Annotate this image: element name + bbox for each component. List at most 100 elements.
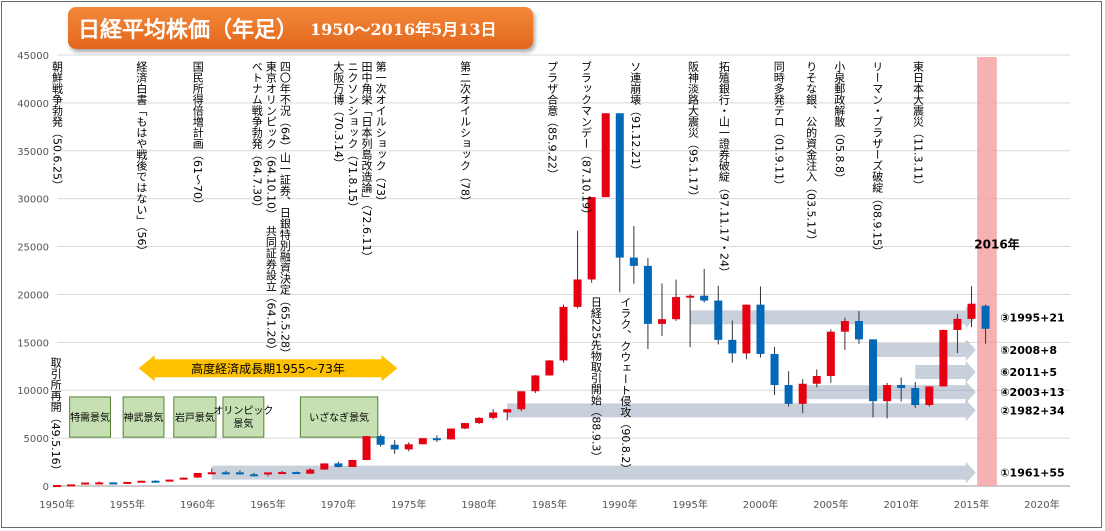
event-label: ソ連崩壊（91.12.21） xyxy=(629,61,642,176)
event-label: 経済白書「もはや戦後ではない」（56） xyxy=(135,61,148,257)
candle-body xyxy=(418,438,427,445)
candle-body xyxy=(461,423,470,429)
event-label: 第二次オイルショック（78） xyxy=(459,60,472,207)
boom-label: いざなぎ景気 xyxy=(309,411,369,424)
candle-body xyxy=(446,428,455,440)
event-label: ベトナム戦争勃発（64.7.30） xyxy=(250,61,263,213)
candle-body xyxy=(826,331,835,376)
event-label: 国民所得倍増計画（61～70） xyxy=(191,61,204,210)
y-tick-label: 5000 xyxy=(24,434,49,445)
candle-body xyxy=(854,321,863,340)
candle-body xyxy=(517,391,526,410)
range-arrow xyxy=(507,399,976,422)
candle-body xyxy=(897,384,906,389)
candle-body xyxy=(320,463,329,470)
event-label: 取引所再開（49.5.16） xyxy=(49,356,62,475)
range-arrow-label: ③1995+21 xyxy=(1000,311,1064,324)
candle-body xyxy=(306,469,315,474)
event-label: 阪神淡路大震災（95.1.17） xyxy=(686,60,699,202)
candle-body xyxy=(123,481,132,484)
range-arrow-label: ⑥2011+5 xyxy=(1000,366,1057,379)
candle-body xyxy=(967,303,976,319)
candle-body xyxy=(109,482,118,485)
y-tick-label: 20000 xyxy=(17,290,49,301)
highlight-label: 2016年 xyxy=(974,236,1019,251)
boom-label: 神武景気 xyxy=(124,411,164,424)
candle-body xyxy=(95,482,104,485)
title-banner: 日経平均株価（年足） 1950～2016年5月13日 xyxy=(68,7,533,49)
boom-label: 特需景気 xyxy=(70,411,110,424)
candle-body xyxy=(432,438,441,441)
candle-body xyxy=(643,265,652,324)
boom-box xyxy=(69,396,111,438)
candle-body xyxy=(939,329,948,387)
candle-body xyxy=(235,472,244,475)
boom-label: オリンピック景気 xyxy=(213,405,273,430)
candle-body xyxy=(742,304,751,354)
highlight-band xyxy=(977,57,997,486)
x-tick-label: 2005年 xyxy=(813,498,848,511)
candle-body xyxy=(728,339,737,354)
y-tick-label: 15000 xyxy=(17,338,49,349)
candle-body xyxy=(545,360,554,376)
candle-body xyxy=(376,436,385,445)
event-label: ニクソンショック（71.8.15） xyxy=(346,61,359,213)
candle-body xyxy=(165,479,174,482)
y-tick-label: 0 xyxy=(43,482,49,493)
candle-body xyxy=(672,297,681,320)
candle-body xyxy=(812,375,821,384)
chart-subtitle: 1950～2016年5月13日 xyxy=(310,20,497,39)
event-label: 小泉郵政解散（05.8.8） xyxy=(833,61,846,184)
event-label: りそな銀、公的資金注入（03.5.17） xyxy=(805,61,818,246)
event-label: 拓殖銀行・山一證券破綻（97.11.17・24） xyxy=(717,60,730,278)
candle-body xyxy=(193,473,202,478)
x-tick-label: 1985年 xyxy=(532,498,567,511)
candle-body xyxy=(264,472,273,475)
candle-body xyxy=(840,321,849,332)
event-label: 大阪万博（70.3.14） xyxy=(332,60,345,169)
candle-body xyxy=(869,339,878,402)
range-arrow-label: ④2003+13 xyxy=(1000,386,1064,399)
candle-body xyxy=(559,306,568,361)
candle-body xyxy=(249,474,258,477)
event-label: リーマン・ブラザーズ破綻（08.9.15） xyxy=(871,61,884,257)
candle-body xyxy=(348,460,357,467)
candle-body xyxy=(657,319,666,324)
range-arrow-label: ①1961+55 xyxy=(1000,467,1064,480)
candle-body xyxy=(883,384,892,402)
candle-body xyxy=(334,463,343,467)
candle-body xyxy=(629,257,638,266)
candle-body xyxy=(756,304,765,354)
candle-body xyxy=(292,472,301,475)
event-label: 東日本大震災（11.3.11） xyxy=(912,61,925,191)
boom-box xyxy=(222,396,265,438)
candle-body xyxy=(221,472,230,475)
candle-body xyxy=(503,409,512,413)
boom-box xyxy=(299,396,379,438)
candle-body xyxy=(531,375,540,392)
event-label: 同時多発テロ（01.9.11） xyxy=(772,61,785,191)
candle-body xyxy=(489,412,498,418)
x-tick-label: 1955年 xyxy=(110,498,145,511)
candle-body xyxy=(67,484,76,487)
candle-body xyxy=(615,113,624,258)
chart-title: 日経平均株価（年足） xyxy=(78,18,299,43)
y-tick-label: 35000 xyxy=(17,147,49,158)
candle-body xyxy=(81,482,90,485)
candle-body xyxy=(179,477,188,480)
event-label: プラザ合意（85.9.22） xyxy=(546,61,559,180)
y-tick-label: 25000 xyxy=(17,243,49,254)
boom-box xyxy=(173,396,217,438)
event-label: 日経225先物取引開始（88.9.3） xyxy=(589,296,602,462)
x-tick-label: 2015年 xyxy=(954,498,989,511)
candle-body xyxy=(475,417,484,424)
boom-label: 岩戸景気 xyxy=(175,411,215,424)
candle-body xyxy=(390,444,399,450)
era-arrow xyxy=(138,355,398,382)
event-label: 東京オリンピック（64.10.10） 共同証券設立（64.1.20） xyxy=(264,61,277,356)
x-tick-label: 1975年 xyxy=(391,498,426,511)
candle-body xyxy=(278,472,287,475)
y-tick-label: 10000 xyxy=(17,386,49,397)
